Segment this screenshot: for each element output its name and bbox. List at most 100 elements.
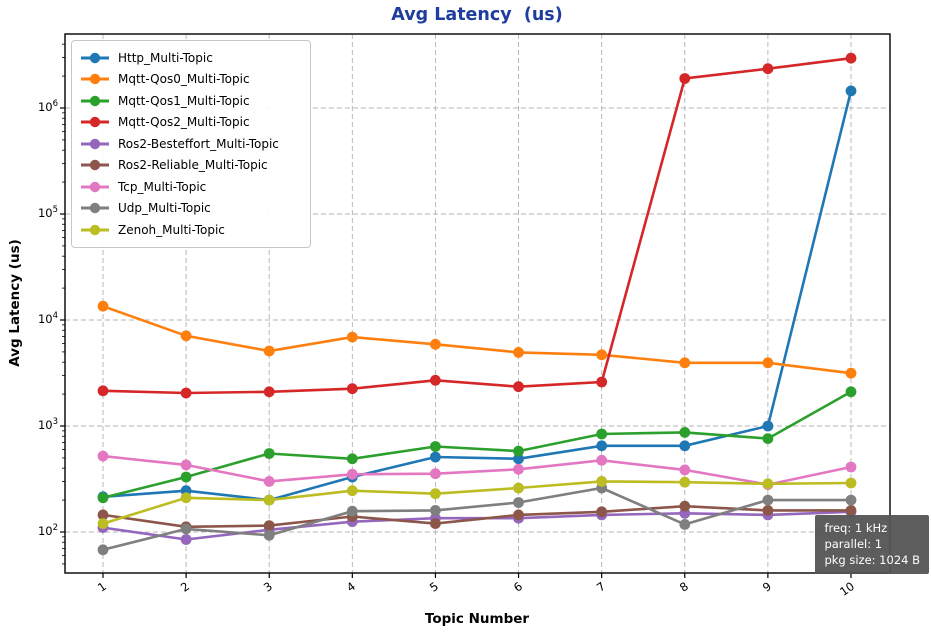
series-line [102, 390, 852, 500]
data-point-marker [762, 420, 774, 432]
legend-label: Udp_Multi-Topic [118, 201, 211, 216]
data-point-marker [97, 518, 109, 529]
data-point-marker [513, 381, 524, 393]
series-Mqtt-Qos0_Multi-Topic [97, 300, 857, 379]
legend-swatch-icon [81, 224, 109, 235]
data-point-marker [596, 428, 608, 440]
data-point-marker [596, 476, 608, 487]
legend: Http_Multi-Topic Mqtt-Qos0_Multi-Topic Mqt… [71, 40, 311, 248]
data-point-marker [762, 433, 774, 444]
legend-swatch-icon [81, 138, 109, 149]
legend-label: Ros2-Reliable_Multi-Topic [118, 158, 268, 173]
series-Ros2-Reliable_Multi-Topic [97, 500, 857, 533]
legend-swatch-icon [81, 160, 109, 171]
y-tick-label: 102 [37, 523, 58, 538]
data-point-marker [430, 518, 441, 529]
legend-item-Http_Multi-Topic: Http_Multi-Topic [80, 47, 302, 69]
legend-label: Zenoh_Multi-Topic [118, 222, 225, 237]
axis-ticks [60, 43, 852, 578]
data-point-marker [430, 338, 441, 350]
data-point-marker [97, 544, 109, 556]
legend-item-Tcp_Multi-Topic: Tcp_Multi-Topic [80, 176, 302, 198]
data-point-marker [263, 494, 275, 506]
series-line [102, 504, 851, 529]
data-point-marker [180, 492, 192, 504]
legend-swatch-icon [81, 117, 109, 128]
y-tick-label: 104 [37, 311, 58, 326]
data-point-marker [845, 477, 857, 489]
legend-label: Ros2-Besteffort_Multi-Topic [118, 136, 279, 151]
data-point-marker [430, 441, 441, 452]
data-point-marker [596, 506, 608, 518]
data-point-marker [513, 482, 524, 494]
data-point-marker [430, 468, 441, 480]
data-point-marker [346, 505, 358, 517]
data-point-marker [263, 520, 275, 531]
series-Zenoh_Multi-Topic [97, 476, 857, 529]
legend-item-Ros2-Besteffort_Multi-Topic: Ros2-Besteffort_Multi-Topic [80, 133, 302, 155]
data-point-marker [180, 534, 192, 545]
legend-swatch-icon [81, 74, 109, 85]
data-point-marker [513, 453, 524, 465]
series-line [102, 480, 852, 525]
series-Mqtt-Qos2_Multi-Topic [97, 52, 857, 399]
data-point-marker [679, 476, 691, 488]
data-point-marker [97, 509, 109, 521]
data-point-marker [762, 505, 774, 516]
data-point-marker [97, 385, 109, 397]
plot-frame [64, 33, 891, 574]
data-point-marker [845, 367, 857, 379]
series-line [102, 454, 852, 486]
data-point-marker [97, 492, 109, 504]
annotation-line-parallel: parallel: 1 [824, 537, 883, 552]
data-point-marker [430, 374, 441, 386]
legend-label: Http_Multi-Topic [118, 50, 213, 65]
legend-label: Mqtt-Qos1_Multi-Topic [118, 93, 250, 108]
legend-item-Mqtt-Qos0_Multi-Topic: Mqtt-Qos0_Multi-Topic [80, 69, 302, 91]
data-point-marker [596, 349, 608, 361]
data-point-marker [679, 464, 691, 476]
legend-swatch-icon [81, 203, 109, 214]
chart-title: Avg Latency (us) [391, 5, 563, 25]
data-point-marker [513, 463, 524, 475]
data-point-marker [346, 383, 358, 395]
series-Mqtt-Qos1_Multi-Topic [97, 386, 857, 504]
data-point-marker [346, 468, 358, 480]
series-Tcp_Multi-Topic [97, 450, 857, 490]
data-point-marker [845, 461, 857, 473]
legend-item-Mqtt-Qos2_Multi-Topic: Mqtt-Qos2_Multi-Topic [80, 112, 302, 134]
data-point-marker [346, 485, 358, 497]
data-point-marker [679, 357, 691, 369]
annotation-line-freq: freq: 1 kHz [824, 521, 888, 535]
data-point-marker [430, 451, 441, 463]
data-point-marker [845, 52, 857, 64]
data-point-marker [845, 386, 857, 398]
legend-swatch-icon [81, 52, 109, 63]
data-point-marker [180, 387, 192, 399]
data-point-marker [97, 450, 109, 462]
data-point-marker [845, 494, 857, 506]
series-line [102, 304, 852, 375]
data-point-marker [263, 386, 275, 398]
data-point-marker [513, 347, 524, 358]
data-point-marker [596, 376, 608, 388]
legend-swatch-icon [81, 95, 109, 106]
data-point-marker [679, 427, 691, 438]
legend-item-Udp_Multi-Topic: Udp_Multi-Topic [80, 198, 302, 220]
data-point-marker [679, 440, 691, 452]
data-point-marker [346, 453, 358, 465]
data-point-marker [180, 459, 192, 471]
legend-label: Mqtt-Qos2_Multi-Topic [118, 115, 250, 130]
y-tick-label: 105 [37, 205, 58, 220]
legend-item-Mqtt-Qos1_Multi-Topic: Mqtt-Qos1_Multi-Topic [80, 90, 302, 112]
series-line [102, 486, 851, 552]
data-point-marker [430, 488, 441, 500]
data-point-marker [180, 330, 192, 342]
data-point-marker [845, 85, 857, 97]
y-tick-label: 103 [37, 417, 58, 432]
data-point-marker [762, 494, 774, 506]
series-line [102, 56, 852, 395]
data-point-marker [513, 497, 524, 508]
